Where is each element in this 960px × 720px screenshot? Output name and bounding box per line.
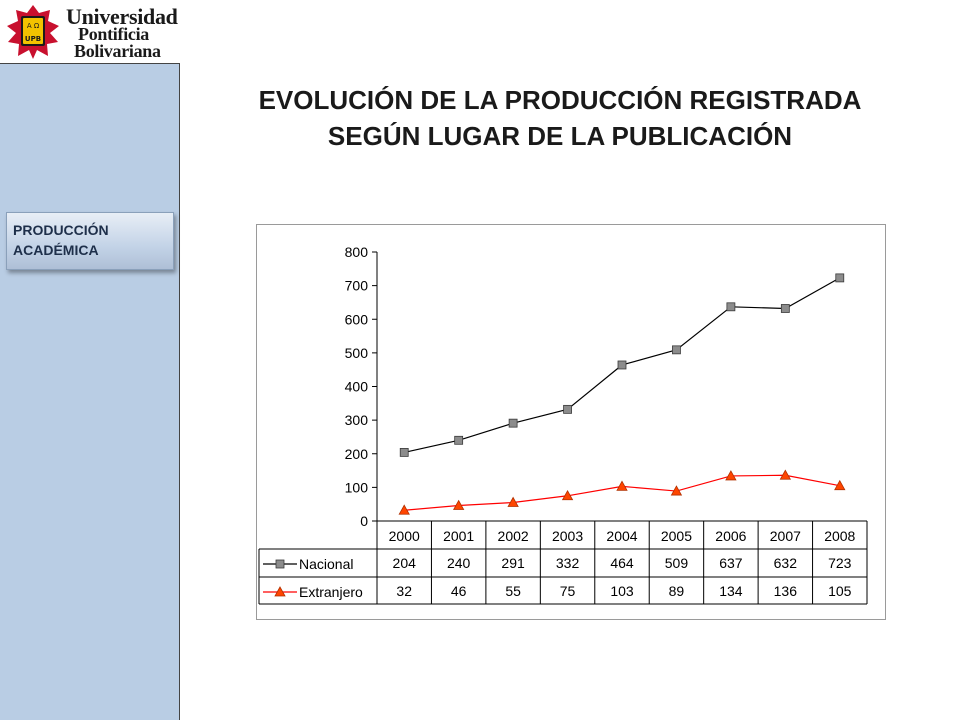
data-label-extranjero: 89 [669, 583, 685, 599]
x-tick-label: 2001 [443, 528, 474, 544]
page-title: EVOLUCIÓN DE LA PRODUCCIÓN REGISTRADA SE… [190, 82, 930, 154]
x-tick-label: 2003 [552, 528, 583, 544]
chart-frame: 0 100 200 300 400 500 600 700 800 2000 2001 2002 200… [256, 224, 886, 620]
section-button-produccion-academica[interactable]: PRODUCCIÓN ACADÉMICA [6, 212, 174, 270]
university-logo: Α Ω UPB Universidad Pontificia Bolivaria… [0, 0, 180, 64]
point-extranjero [452, 499, 465, 510]
point-extranjero [670, 485, 683, 496]
page-title-line-1: EVOLUCIÓN DE LA PRODUCCIÓN REGISTRADA [258, 85, 862, 115]
line-chart: 0 100 200 300 400 500 600 700 800 2000 2001 2002 200… [258, 244, 868, 605]
logo-line-1: Universidad [66, 4, 178, 29]
y-tick-label: 0 [360, 513, 368, 529]
point-nacional [563, 404, 572, 414]
data-label-nacional: 723 [828, 555, 852, 571]
point-nacional [508, 418, 518, 428]
x-tick-label: 2005 [661, 528, 692, 544]
shield-glyphs: Α Ω [27, 22, 40, 30]
point-nacional [780, 304, 790, 313]
point-nacional [454, 435, 464, 445]
point-extranjero [507, 496, 519, 507]
point-extranjero [834, 479, 846, 491]
data-label-nacional: 204 [393, 555, 417, 571]
point-extranjero [398, 504, 410, 515]
legend-label-nacional: Nacional [299, 556, 353, 572]
data-label-nacional: 637 [719, 555, 743, 571]
data-label-nacional: 240 [447, 555, 471, 571]
y-tick-label: 500 [345, 345, 369, 361]
x-tick-label: 2000 [389, 528, 420, 544]
data-label-extranjero: 32 [396, 583, 412, 599]
data-label-nacional: 632 [774, 555, 798, 571]
y-tick-label: 200 [345, 446, 369, 462]
data-label-extranjero: 105 [828, 583, 852, 599]
legend-label-extranjero: Extranjero [299, 584, 363, 600]
y-tick-label: 400 [345, 379, 369, 395]
point-extranjero [616, 480, 628, 491]
logo-line-2: Pontificia [78, 24, 149, 44]
data-label-extranjero: 134 [719, 583, 743, 599]
y-tick-label: 100 [345, 479, 369, 495]
shield-icon: Α Ω UPB [7, 5, 59, 59]
point-extranjero [725, 470, 737, 481]
data-label-nacional: 332 [556, 555, 580, 571]
legend-marker-nacional [275, 559, 285, 569]
page-title-line-2: SEGÚN LUGAR DE LA PUBLICACIÓN [327, 121, 793, 151]
point-extranjero [779, 469, 792, 480]
sidebar: Α Ω UPB Universidad Pontificia Bolivaria… [0, 0, 180, 720]
data-label-extranjero: 55 [505, 583, 521, 599]
data-label-nacional: 291 [501, 555, 525, 571]
x-tick-label: 2006 [715, 528, 746, 544]
data-label-nacional: 464 [610, 555, 634, 571]
data-label-extranjero: 46 [451, 583, 467, 599]
logo-line-3: Bolivariana [74, 41, 161, 61]
shield-text: UPB [25, 35, 41, 43]
x-tick-label: 2002 [498, 528, 529, 544]
data-label-extranjero: 75 [560, 583, 576, 599]
y-tick-label: 600 [345, 311, 369, 327]
data-label-extranjero: 136 [774, 583, 798, 599]
point-nacional [399, 448, 409, 457]
x-tick-label: 2004 [606, 528, 637, 544]
data-label-nacional: 509 [665, 555, 689, 571]
point-nacional [672, 345, 681, 355]
series-line-extranjero [404, 474, 840, 511]
point-nacional [617, 360, 627, 370]
y-tick-label: 700 [345, 278, 369, 294]
y-tick-label: 300 [345, 412, 369, 428]
data-label-extranjero: 103 [610, 583, 634, 599]
section-label-line-2: ACADÉMICA [13, 242, 99, 258]
point-nacional [726, 302, 736, 312]
point-extranjero [561, 489, 574, 501]
section-label-line-1: PRODUCCIÓN [13, 222, 109, 238]
x-tick-label: 2007 [770, 528, 801, 544]
y-tick-label: 800 [345, 244, 369, 260]
x-tick-label: 2008 [824, 528, 855, 544]
point-nacional [835, 273, 845, 283]
section-label: PRODUCCIÓN ACADÉMICA [13, 220, 163, 260]
legend-marker-extranjero [274, 586, 286, 597]
